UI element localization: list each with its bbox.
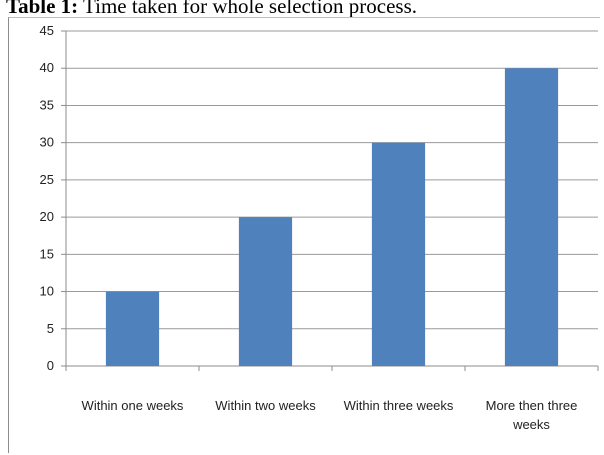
chart-frame — [8, 17, 600, 453]
bar — [238, 217, 293, 366]
bar — [105, 291, 160, 366]
caption-lead: Table 1: — [6, 0, 79, 18]
y-tick-label: 0 — [47, 358, 54, 373]
bar — [371, 142, 426, 366]
caption-text: Time taken for whole selection process. — [78, 0, 418, 18]
y-tick-label: 15 — [40, 246, 54, 261]
y-tick-label: 20 — [40, 209, 54, 224]
x-category-label: Within two weeks — [215, 398, 316, 413]
x-category-label: Within one weeks — [82, 398, 184, 413]
y-tick-label: 35 — [40, 97, 54, 112]
y-tick-label: 10 — [40, 284, 54, 299]
x-category-label: Within three weeks — [344, 398, 454, 413]
y-tick-label: 5 — [47, 321, 54, 336]
y-tick-label: 40 — [40, 60, 54, 75]
x-category-label: More then three — [486, 398, 578, 413]
bar — [504, 68, 559, 366]
chart-caption: Table 1: Time taken for whole selection … — [6, 0, 417, 18]
y-tick-label: 25 — [40, 172, 54, 187]
y-tick-label: 30 — [40, 135, 54, 150]
x-category-label: weeks — [512, 417, 550, 432]
y-tick-label: 45 — [40, 23, 54, 38]
